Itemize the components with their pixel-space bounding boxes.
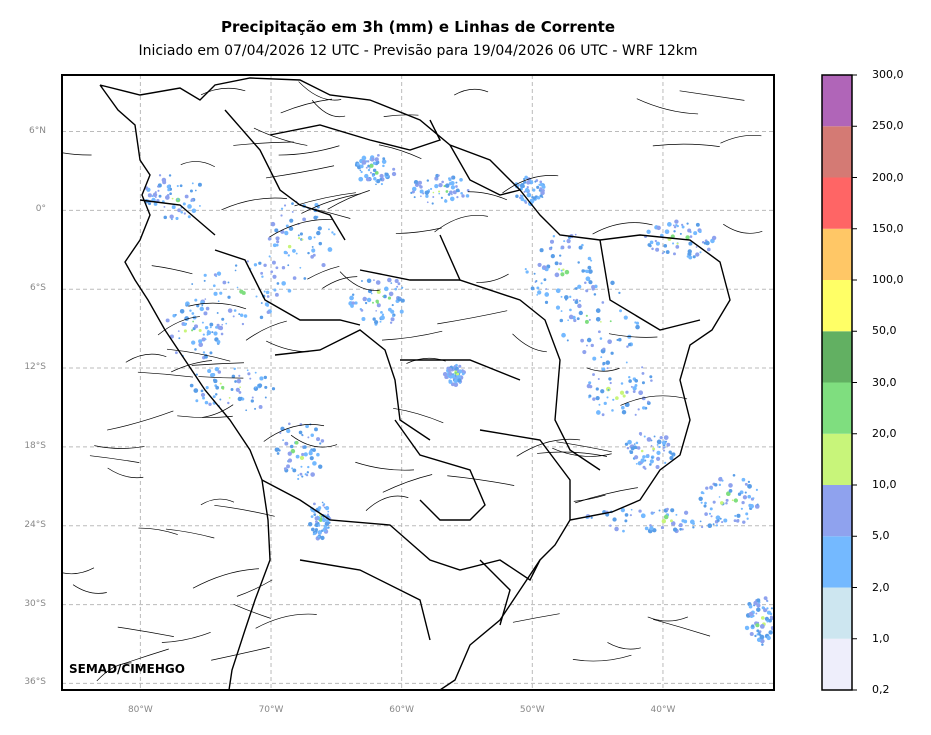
colorbar-tick-label: 250,0	[872, 119, 904, 133]
lat-tick-label: 30°S	[24, 598, 46, 609]
colorbar-tick-label: 150,0	[872, 221, 904, 235]
colorbar-tick-label: 10,0	[872, 478, 897, 491]
lat-tick-label: 24°S	[24, 519, 46, 530]
continent-outline	[99, 77, 731, 690]
credit-label: SEMAD/CIMEHGO	[69, 662, 185, 676]
colorbar-segment	[822, 536, 852, 588]
colorbar-segment	[822, 331, 852, 383]
lon-tick-label: 60°W	[389, 705, 415, 715]
border-argentina-chile	[261, 479, 541, 582]
colorbar-tick-label: 20,0	[872, 426, 897, 440]
colorbar-segment	[822, 382, 852, 434]
colorbar-segment	[822, 638, 852, 690]
border-brazil-states-4	[479, 429, 571, 520]
lat-tick-label: 18°S	[24, 440, 46, 451]
border-colombia-brazil	[224, 109, 346, 241]
lon-tick-label: 70°W	[258, 705, 284, 715]
lat-tick-label: 12°S	[24, 362, 46, 373]
colorbar-tick-label: 50,0	[872, 324, 897, 338]
border-argentina-inner	[299, 559, 431, 641]
precipitation-field	[144, 153, 774, 646]
border-uruguay	[479, 559, 511, 626]
colorbar-segment	[822, 126, 852, 178]
lat-tick-label: 0°	[35, 204, 46, 215]
border-ecuador	[139, 199, 216, 236]
colorbar-segment	[822, 485, 852, 537]
colorbar-segment	[822, 280, 852, 332]
map-frame	[61, 74, 775, 691]
colorbar-tick-label: 2,0	[872, 580, 890, 594]
colorbar-segment	[822, 433, 852, 485]
lon-tick-label: 50°W	[519, 705, 545, 715]
colorbar-segment	[822, 587, 852, 639]
colorbar-tick-label: 0,2	[872, 683, 890, 696]
map-gridlines	[62, 75, 774, 690]
border-brazil-states-3	[359, 269, 460, 281]
border-brazil-states-2	[599, 239, 701, 331]
lon-tick-label: 40°W	[650, 705, 676, 715]
border-peru-brazil	[214, 249, 361, 326]
lat-tick-label: 6°S	[30, 283, 46, 294]
border-venezuela	[269, 119, 441, 151]
colorbar-tick-label: 5,0	[872, 529, 890, 543]
colorbar-tick-label: 100,0	[872, 273, 904, 286]
lat-tick-label: 36°S	[24, 677, 46, 688]
border-bolivia-brazil	[274, 329, 431, 441]
colorbar-tick-label: 200,0	[872, 170, 904, 184]
map-title: Precipitação em 3h (mm) e Linhas de Corr…	[220, 18, 616, 36]
streamlines	[62, 81, 763, 682]
border-brazil-states-1	[439, 234, 601, 471]
colorbar-segment	[822, 177, 852, 229]
colorbar-segment	[822, 75, 852, 127]
colorbar-tick-label: 300,0	[872, 68, 904, 81]
colorbar-tick-label: 1,0	[872, 631, 890, 645]
border-guianas	[449, 144, 521, 196]
colorbar-tick-label: 30,0	[872, 375, 897, 389]
country-borders	[99, 77, 731, 690]
colorbar	[821, 74, 857, 691]
colorbar-segment	[822, 228, 852, 280]
lon-tick-label: 80°W	[127, 705, 153, 715]
border-paraguay	[394, 419, 486, 521]
lat-tick-label: 6°N	[29, 125, 46, 136]
map-subtitle: Iniciado em 07/04/2026 12 UTC - Previsão…	[138, 43, 698, 59]
border-brazil-states-5	[400, 359, 521, 381]
